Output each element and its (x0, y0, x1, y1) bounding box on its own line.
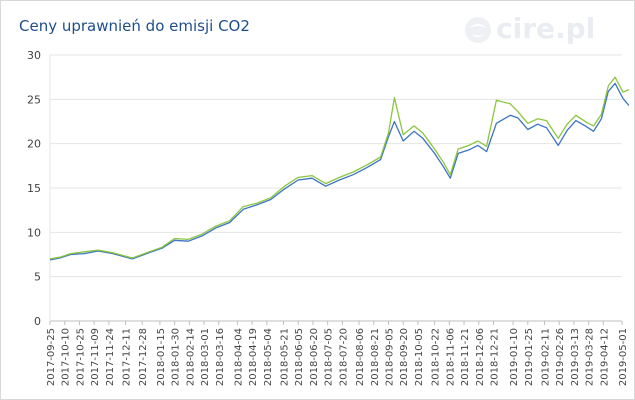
x-axis: 2017-09-25 2017-10-10 2017-10-25 2017-11-09… (46, 321, 629, 386)
chart-title: Ceny uprawnień do emisji CO2 (19, 17, 250, 35)
x-tick-label: 2018-01-15 (156, 328, 167, 386)
y-tick-label: 0 (34, 315, 41, 328)
logo-text: cire.pl (496, 12, 596, 45)
x-tick-label: 2018-10-22 (431, 328, 442, 386)
series-line-1 (49, 82, 630, 261)
x-tick-label: 2018-05-04 (263, 328, 274, 386)
x-tick-label: 2017-11-09 (90, 328, 101, 386)
cire-logo: cire.pl (461, 12, 621, 47)
y-tick-label: 15 (27, 182, 41, 195)
series-line-2 (49, 76, 630, 260)
x-tick-label: 2018-07-05 (324, 328, 335, 386)
x-tick-label: 2018-11-21 (460, 328, 471, 386)
x-tick-label: 2018-11-06 (445, 328, 456, 386)
x-tick-label: 2019-02-11 (540, 328, 551, 386)
x-tick-label: 2019-05-01 (618, 328, 629, 386)
x-tick-label: 2018-09-05 (384, 328, 395, 386)
grid (49, 54, 622, 322)
x-tick-label: 2018-08-21 (370, 328, 381, 386)
x-tick-label: 2017-11-24 (105, 328, 116, 386)
x-tick-label: 2018-04-19 (248, 328, 259, 386)
x-tick-label: 2018-03-01 (200, 328, 211, 386)
x-tick-label: 2017-12-11 (122, 328, 133, 386)
y-tick-label: 10 (27, 226, 41, 239)
y-tick-label: 30 (27, 49, 41, 62)
series-lines (49, 76, 630, 261)
x-tick-label: 2017-12-28 (138, 328, 149, 386)
cire-globe-icon (465, 17, 491, 43)
x-tick-label: 2018-06-05 (294, 328, 305, 386)
x-tick-label: 2018-12-06 (475, 328, 486, 386)
x-tick-label: 2018-01-30 (171, 328, 182, 386)
x-tick-label: 2019-01-10 (509, 328, 520, 386)
x-tick-label: 2018-03-16 (215, 328, 226, 386)
x-tick-label: 2018-02-14 (185, 328, 196, 386)
x-tick-label: 2018-06-20 (309, 328, 320, 386)
x-tick-label: 2018-08-06 (355, 328, 366, 386)
x-tick-label: 2018-12-21 (489, 328, 500, 386)
y-axis: 0 5 10 15 20 25 30 (27, 49, 41, 328)
x-tick-label: 2019-02-26 (555, 328, 566, 386)
x-tick-label: 2017-09-25 (46, 328, 57, 386)
y-tick-label: 5 (34, 271, 41, 284)
x-tick-label: 2017-10-10 (61, 328, 72, 386)
x-tick-label: 2018-05-21 (280, 328, 291, 386)
x-tick-label: 2019-03-28 (585, 328, 596, 386)
x-tick-label: 2018-10-05 (414, 328, 425, 386)
x-tick-label: 2019-04-12 (599, 328, 610, 386)
x-tick-label: 2017-10-25 (75, 328, 86, 386)
x-tick-label: 2018-04-04 (233, 328, 244, 386)
x-tick-label: 2018-09-20 (399, 328, 410, 386)
x-tick-label: 2019-01-25 (524, 328, 535, 386)
x-tick-label: 2018-07-20 (338, 328, 349, 386)
y-tick-label: 25 (27, 93, 41, 106)
x-tick-label: 2019-03-13 (570, 328, 581, 386)
y-tick-label: 20 (27, 138, 41, 151)
